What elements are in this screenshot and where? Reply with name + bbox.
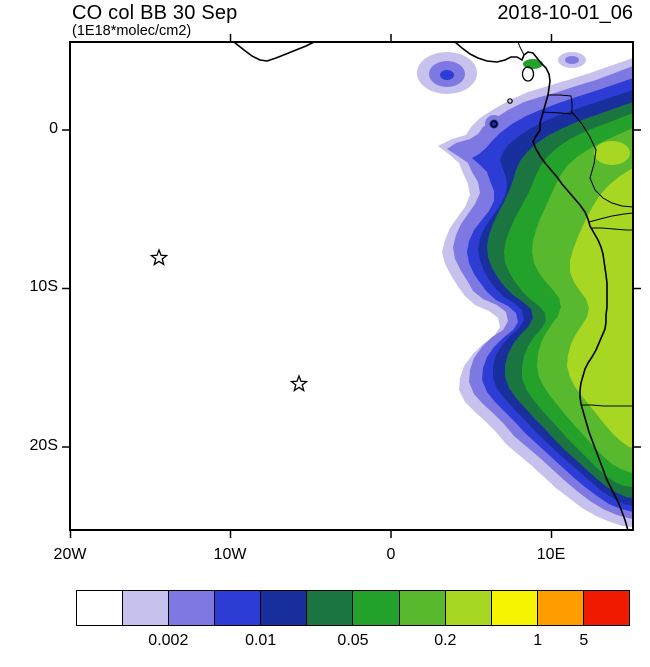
contour-field (233, 42, 633, 530)
contour-patch-blue-north (440, 70, 454, 80)
contour-level-yellowgreen (567, 168, 633, 448)
y-axis-label-10s: 10S (29, 278, 58, 295)
units-subtitle: (1E18*molec/cm2) (72, 23, 192, 39)
x-axis-label-20w: 20W (53, 546, 87, 563)
colorbar-cell-1 (122, 591, 169, 625)
colorbar-cell-8 (444, 591, 491, 625)
colorbar-cells (76, 590, 630, 626)
country-borders (517, 42, 633, 407)
colorbar-cell-6 (352, 591, 399, 625)
coastline-gulf-north (233, 42, 315, 62)
colorbar-labels: 0.002 0.01 0.05 0.2 1 5 (76, 632, 630, 654)
colorbar-cell-7 (398, 591, 445, 625)
contour-patch-yellowgreen-north (594, 141, 630, 165)
island-principe (507, 98, 513, 104)
colorbar-tick-label: 0.05 (337, 632, 369, 649)
map-frame (69, 41, 634, 531)
timestamp-label: 2018-10-01_06 (497, 2, 633, 24)
x-axis-label-10w: 10W (213, 546, 247, 563)
x-axis-label-0: 0 (386, 546, 396, 563)
island-sao-tome (490, 120, 498, 128)
colorbar-tick-label: 0.2 (434, 632, 457, 649)
colorbar-cell-2 (168, 591, 215, 625)
y-axis-label-20s: 20S (29, 437, 58, 454)
coastline-west-africa (454, 42, 629, 530)
contour-patch-yellowgreen-mid (615, 204, 633, 232)
island-bioko (521, 66, 535, 82)
colorbar-cell-9 (490, 591, 537, 625)
colorbar-tick-label: 0.002 (148, 632, 189, 649)
colorbar-cell-4 (260, 591, 307, 625)
colorbar-cell-3 (214, 591, 261, 625)
colorbar-cell-0 (77, 591, 123, 625)
contour-patch-periwinkle-gulf (565, 56, 579, 64)
colorbar-tick-label: 1 (533, 632, 543, 649)
colorbar-cell-11 (582, 591, 629, 625)
axis-ticks (62, 34, 641, 538)
colorbar-cell-5 (306, 591, 353, 625)
page-title: CO col BB 30 Sep (72, 2, 238, 24)
colorbar-tick-label: 0.01 (245, 632, 277, 649)
star-marker-2 (289, 374, 309, 392)
colorbar-cell-10 (536, 591, 583, 625)
x-axis-label-10e: 10E (536, 546, 566, 563)
colorbar-tick-label: 5 (579, 632, 589, 649)
y-axis-label-0: 0 (49, 120, 58, 137)
star-marker-1 (149, 248, 169, 266)
